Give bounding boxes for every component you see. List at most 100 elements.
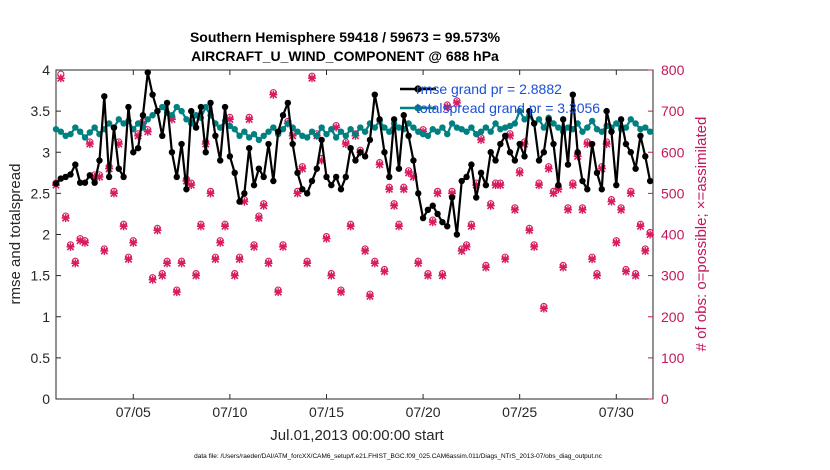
rmse-point xyxy=(361,153,369,160)
totalspread-point xyxy=(246,134,253,141)
rmse-point xyxy=(183,186,190,193)
rmse-point xyxy=(473,194,480,201)
obs-assimilated-point xyxy=(563,205,572,214)
rmse-point xyxy=(159,132,166,139)
obs-assimilated-point xyxy=(370,259,379,268)
rmse-point xyxy=(444,223,451,230)
totalspread-point xyxy=(444,130,451,138)
obs-assimilated-point xyxy=(148,275,157,284)
rmse-point xyxy=(255,165,263,172)
rmse-point xyxy=(168,149,176,156)
obs-assimilated-point xyxy=(641,246,650,255)
obs-assimilated-point xyxy=(172,288,181,297)
totalspread-point xyxy=(584,124,591,131)
totalspread-point xyxy=(217,124,224,131)
totalspread-point xyxy=(415,128,422,135)
x-tick-label: 07/10 xyxy=(212,404,247,420)
obs-assimilated-point xyxy=(452,98,461,107)
obs-assimilated-point xyxy=(129,238,138,247)
y-right-tick-label: 600 xyxy=(661,144,685,160)
rmse-point xyxy=(395,165,403,172)
x-tick-label: 07/25 xyxy=(502,404,537,420)
rmse-point xyxy=(274,128,282,135)
totalspread-point xyxy=(255,136,263,144)
rmse-point xyxy=(545,116,552,123)
rmse-point xyxy=(328,181,335,189)
obs-assimilated-point xyxy=(336,288,345,297)
totalspread-point xyxy=(588,117,596,125)
totalspread-point xyxy=(318,124,325,131)
obs-assimilated-point xyxy=(163,259,172,268)
rmse-point xyxy=(332,173,340,181)
rmse-point xyxy=(579,177,586,185)
y-axis-left-label: rmse and totalspread xyxy=(7,164,24,305)
footer-data-file: data file: /Users/raeder/DAI/ATM_forcXX/… xyxy=(194,453,603,460)
rmse-point xyxy=(482,181,490,189)
rmse-point xyxy=(357,149,364,156)
obs-assimilated-point xyxy=(501,255,510,264)
rmse-point xyxy=(501,132,509,139)
rmse-point xyxy=(110,124,118,131)
y-right-tick-label: 100 xyxy=(661,350,685,366)
obs-assimilated-point xyxy=(327,271,336,280)
rmse-point xyxy=(526,107,533,115)
y-axis-left: 0 0.5 1 1.5 2 2.5 3 3.5 4 xyxy=(31,62,61,407)
chart-title-line1: Southern Hemisphere 59418 / 59673 = 99.5… xyxy=(190,29,501,45)
obs-assimilated-point xyxy=(192,271,201,280)
rmse-point xyxy=(226,153,234,160)
rmse-point xyxy=(352,157,359,164)
rmse-point xyxy=(125,103,132,111)
rmse-point xyxy=(197,103,205,111)
rmse-point xyxy=(564,161,572,168)
obs-assimilated-point xyxy=(438,271,447,280)
totalspread-point xyxy=(67,130,74,138)
totalspread-point xyxy=(260,132,267,139)
totalspread-point xyxy=(342,132,350,139)
totalspread-point xyxy=(540,124,548,131)
rmse-point xyxy=(390,116,398,123)
totalspread-point xyxy=(550,120,557,127)
totalspread-point xyxy=(646,128,654,135)
totalspread-point xyxy=(231,126,238,133)
totalspread-point xyxy=(91,124,98,131)
totalspread-point xyxy=(236,132,243,139)
rmse-point xyxy=(101,93,108,100)
series-rmse xyxy=(52,69,654,238)
rmse-point xyxy=(492,157,499,164)
obs-assimilated-point xyxy=(621,267,630,276)
obs-assimilated-point xyxy=(462,242,471,251)
totalspread-point xyxy=(323,130,330,138)
legend: rmse grand pr = 2.8882 totalspread grand… xyxy=(400,81,600,116)
obs-assimilated-point xyxy=(158,271,167,280)
totalspread-point xyxy=(487,128,494,135)
obs-assimilated-point xyxy=(196,222,205,231)
obs-assimilated-point xyxy=(346,222,355,231)
rmse-point xyxy=(637,132,644,139)
totalspread-point xyxy=(598,128,606,135)
rmse-point xyxy=(217,157,224,164)
x-axis-label: Jul.01,2013 00:00:00 start xyxy=(270,427,444,444)
rmse-point xyxy=(236,198,243,205)
rmse-point xyxy=(608,128,615,135)
obs-assimilated-point xyxy=(274,288,283,297)
y-left-tick-label: 1 xyxy=(42,309,50,325)
rmse-point xyxy=(521,153,528,160)
rmse-point xyxy=(231,169,238,177)
rmse-point xyxy=(76,179,84,186)
rmse-point xyxy=(91,179,98,186)
rmse-point xyxy=(497,140,504,148)
totalspread-point xyxy=(410,124,417,131)
rmse-point xyxy=(381,149,388,156)
obs-assimilated-point xyxy=(380,267,389,276)
obs-assimilated-point xyxy=(457,246,466,255)
rmse-point xyxy=(192,124,200,131)
totalspread-point xyxy=(473,130,480,138)
rmse-point xyxy=(96,157,103,164)
obs-assimilated-point xyxy=(631,271,640,280)
totalspread-point xyxy=(381,124,388,131)
chart-title-line2: AIRCRAFT_U_WIND_COMPONENT @ 688 hPa xyxy=(191,48,499,64)
rmse-point xyxy=(642,153,649,160)
rmse-point xyxy=(173,173,180,181)
obs-assimilated-point xyxy=(66,242,75,251)
rmse-point xyxy=(429,202,436,209)
